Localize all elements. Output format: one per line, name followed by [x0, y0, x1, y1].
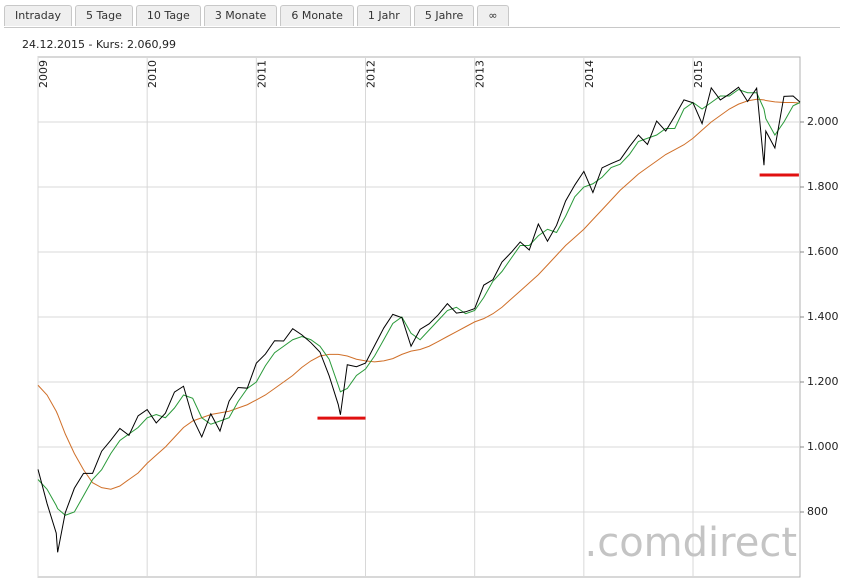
chart-subtitle: 24.12.2015 - Kurs: 2.060,99 — [22, 38, 176, 51]
price-line — [37, 88, 801, 516]
y-tick-label: 800 — [807, 505, 828, 518]
x-tick-label: 2014 — [583, 60, 596, 88]
period-tab[interactable]: ∞ — [477, 5, 509, 26]
x-tick-label: 2015 — [692, 60, 705, 88]
watermark: .comdirect — [585, 520, 798, 566]
price-line — [37, 86, 801, 553]
y-tick-label: 2.000 — [807, 115, 839, 128]
x-tick-label: 2013 — [474, 60, 487, 88]
y-tick-label: 1.200 — [807, 375, 839, 388]
tab-bar: Intraday 5 Tage 10 Tage 3 Monate 6 Monate 1 J… — [4, 5, 840, 28]
period-tab[interactable]: Intraday — [4, 5, 73, 26]
x-tick-label: 2009 — [37, 60, 50, 88]
y-tick-label: 1.600 — [807, 245, 839, 258]
period-tab[interactable]: 5 Tage — [75, 5, 133, 26]
period-tab[interactable]: 6 Monate — [280, 5, 354, 26]
period-tab[interactable]: 1 Jahr — [356, 5, 411, 26]
y-tick-label: 1.400 — [807, 310, 839, 323]
x-tick-label: 2012 — [365, 60, 378, 88]
period-tab[interactable]: 10 Tage — [135, 5, 201, 26]
period-tab[interactable]: 3 Monate — [203, 5, 278, 26]
period-tab[interactable]: 5 Jahre — [413, 5, 475, 26]
y-tick-label: 1.000 — [807, 440, 839, 453]
price-line — [37, 98, 801, 490]
x-tick-label: 2010 — [146, 60, 159, 88]
y-tick-label: 1.800 — [807, 180, 839, 193]
x-tick-label: 2011 — [255, 60, 268, 88]
